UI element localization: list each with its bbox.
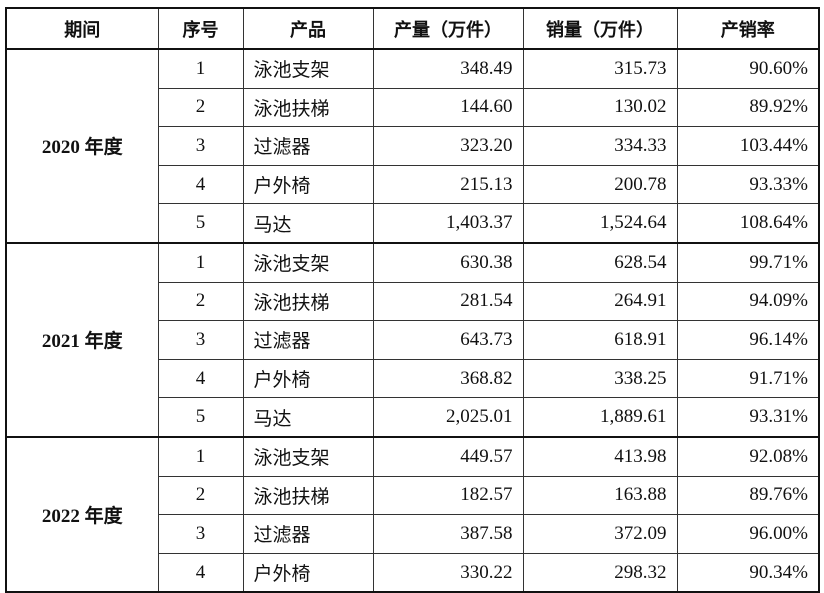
sales-cell: 163.88: [522, 475, 678, 516]
seq-cell: 2: [157, 475, 244, 516]
seq-cell: 3: [157, 320, 244, 360]
product-cell: 泳池支架: [242, 241, 374, 283]
ratio-cell: 90.34%: [676, 552, 820, 593]
seq-cell: 3: [157, 126, 244, 166]
seq-cell: 2: [157, 87, 244, 128]
ratio-cell: 103.44%: [676, 126, 820, 166]
production-cell: 323.20: [372, 126, 524, 166]
header-product: 产品: [242, 7, 374, 50]
seq-cell: 3: [157, 514, 244, 554]
product-cell: 户外椅: [242, 552, 374, 593]
seq-cell: 5: [157, 203, 244, 244]
ratio-cell: 91.71%: [676, 358, 820, 399]
ratio-cell: 93.31%: [676, 397, 820, 438]
ratio-cell: 96.00%: [676, 514, 820, 554]
sales-cell: 1,889.61: [522, 397, 678, 438]
sales-cell: 618.91: [522, 320, 678, 360]
sales-cell: 334.33: [522, 126, 678, 166]
header-seq: 序号: [157, 7, 244, 50]
ratio-cell: 108.64%: [676, 203, 820, 244]
table-row: 2022 年度 1 泳池支架 449.57 413.98 92.08%: [5, 435, 820, 593]
production-cell: 348.49: [372, 47, 524, 89]
production-cell: 643.73: [372, 320, 524, 360]
table-row: 3 过滤器 643.73 618.91 96.14%: [6, 320, 820, 360]
product-cell: 户外椅: [242, 358, 374, 399]
product-cell: 泳池扶梯: [242, 281, 374, 322]
sales-cell: 372.09: [522, 514, 678, 554]
ratio-cell: 93.33%: [676, 164, 820, 205]
header-period: 期间: [5, 7, 159, 50]
ratio-cell: 89.92%: [676, 87, 820, 128]
production-cell: 330.22: [372, 552, 524, 593]
product-cell: 过滤器: [242, 514, 374, 554]
production-cell: 2,025.01: [372, 397, 524, 438]
production-cell: 387.58: [372, 514, 524, 554]
sales-cell: 264.91: [522, 281, 678, 322]
production-cell: 144.60: [372, 87, 524, 128]
sales-cell: 315.73: [522, 47, 678, 89]
seq-cell: 4: [157, 552, 244, 593]
table-row: 3 过滤器 323.20 334.33 103.44%: [6, 126, 820, 166]
product-cell: 户外椅: [242, 164, 374, 205]
product-cell: 泳池支架: [242, 435, 374, 477]
table-row: 4 户外椅 330.22 298.32 90.34%: [6, 552, 820, 593]
product-cell: 过滤器: [242, 126, 374, 166]
production-cell: 449.57: [372, 435, 524, 477]
header-sales: 销量（万件）: [522, 7, 678, 50]
table-row: 2 泳池扶梯 144.60 130.02 89.92%: [6, 87, 820, 128]
period-cell: 2021 年度: [5, 241, 159, 438]
sales-cell: 413.98: [522, 435, 678, 477]
production-cell: 630.38: [372, 241, 524, 283]
sales-cell: 1,524.64: [522, 203, 678, 244]
header-ratio: 产销率: [676, 7, 820, 50]
header-production: 产量（万件）: [372, 7, 524, 50]
table-row: 4 户外椅 215.13 200.78 93.33%: [6, 164, 820, 205]
seq-cell: 2: [157, 281, 244, 322]
table-row: 5 马达 1,403.37 1,524.64 108.64%: [6, 203, 820, 244]
production-cell: 182.57: [372, 475, 524, 516]
sales-cell: 628.54: [522, 241, 678, 283]
header-row: 期间 序号 产品 产量（万件） 销量（万件） 产销率: [5, 7, 820, 50]
period-cell: 2020 年度: [5, 48, 159, 244]
product-cell: 泳池支架: [242, 47, 374, 89]
sales-cell: 298.32: [522, 552, 678, 593]
seq-cell: 1: [157, 241, 244, 283]
sales-cell: 130.02: [522, 87, 678, 128]
table-row: 5 马达 2,025.01 1,889.61 93.31%: [6, 397, 820, 438]
seq-cell: 1: [157, 435, 244, 477]
seq-cell: 1: [157, 47, 244, 89]
table-row: 2020 年度 1 泳池支架 348.49 315.73 90.60%: [5, 47, 820, 244]
table-row: 3 过滤器 387.58 372.09 96.00%: [6, 514, 820, 554]
seq-cell: 5: [157, 397, 244, 438]
sales-cell: 200.78: [522, 164, 678, 205]
seq-cell: 4: [157, 164, 244, 205]
product-cell: 马达: [242, 397, 374, 438]
table-row: 2 泳池扶梯 182.57 163.88 89.76%: [6, 475, 820, 516]
ratio-cell: 92.08%: [676, 435, 820, 477]
ratio-cell: 90.60%: [676, 47, 820, 89]
table-row: 2021 年度 1 泳池支架 630.38 628.54 99.71%: [5, 241, 820, 438]
seq-cell: 4: [157, 358, 244, 399]
product-cell: 马达: [242, 203, 374, 244]
ratio-cell: 99.71%: [676, 241, 820, 283]
production-cell: 1,403.37: [372, 203, 524, 244]
production-cell: 368.82: [372, 358, 524, 399]
product-cell: 泳池扶梯: [242, 475, 374, 516]
table-row: 2 泳池扶梯 281.54 264.91 94.09%: [6, 281, 820, 322]
product-cell: 过滤器: [242, 320, 374, 360]
period-cell: 2022 年度: [5, 435, 159, 593]
ratio-cell: 89.76%: [676, 475, 820, 516]
ratio-cell: 94.09%: [676, 281, 820, 322]
product-cell: 泳池扶梯: [242, 87, 374, 128]
sales-cell: 338.25: [522, 358, 678, 399]
ratio-cell: 96.14%: [676, 320, 820, 360]
production-cell: 281.54: [372, 281, 524, 322]
production-cell: 215.13: [372, 164, 524, 205]
production-sales-table: 期间 序号 产品 产量（万件） 销量（万件） 产销率 2020 年度 1 泳池支架 3…: [5, 7, 820, 593]
